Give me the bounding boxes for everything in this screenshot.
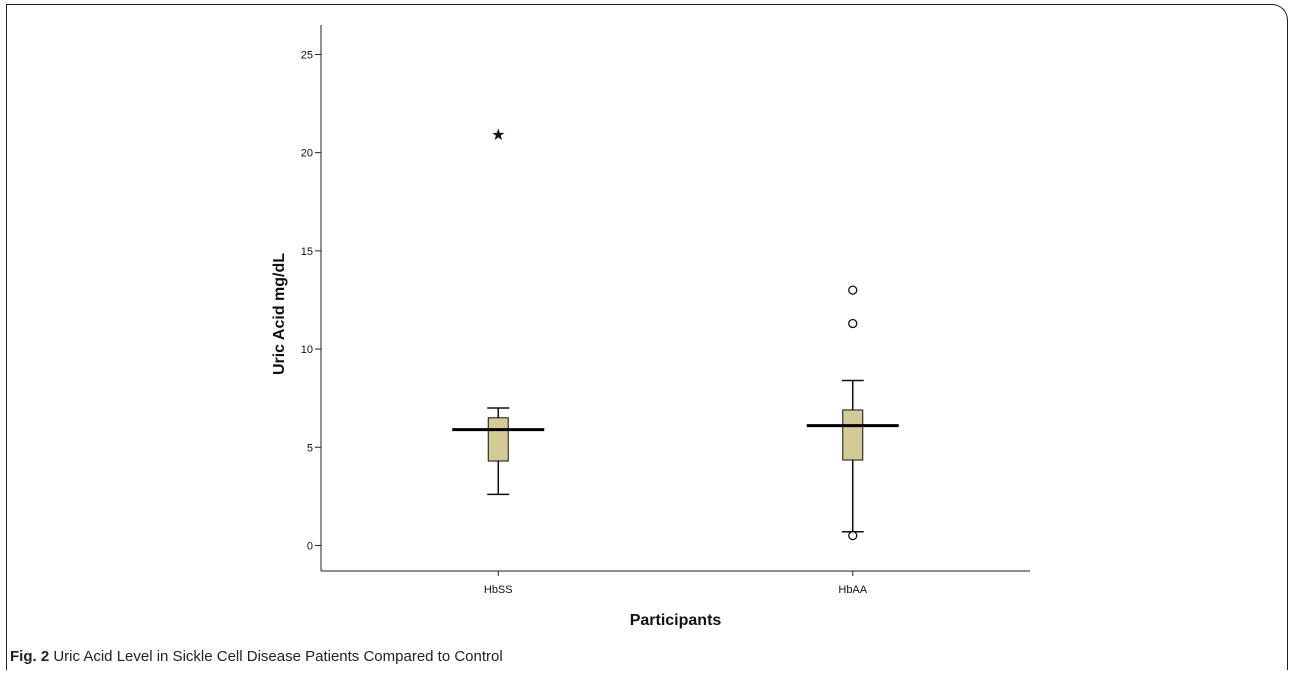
outlier-point bbox=[848, 285, 858, 295]
y-tick-label: 0 bbox=[307, 540, 313, 552]
x-axis-title: Participants bbox=[630, 612, 722, 629]
y-axis-title: Uric Acid mg/dL bbox=[271, 253, 288, 375]
x-tick-label: HbSS bbox=[484, 584, 513, 596]
y-tick-label: 25 bbox=[301, 49, 313, 61]
outlier-point bbox=[848, 318, 858, 329]
caption-text: Uric Acid Level in Sickle Cell Disease P… bbox=[53, 648, 503, 665]
y-tick-label: 5 bbox=[307, 442, 313, 454]
y-tick-label: 10 bbox=[301, 344, 313, 356]
x-tick-label: HbAA bbox=[838, 584, 867, 596]
boxes: ★ bbox=[452, 125, 899, 541]
y-tick-label: 20 bbox=[301, 148, 313, 160]
figure-frame-left bbox=[6, 4, 7, 670]
box-iqr bbox=[842, 409, 864, 461]
box-iqr bbox=[487, 417, 509, 462]
figure-caption: Fig. 2 Uric Acid Level in Sickle Cell Di… bbox=[10, 648, 503, 665]
figure-frame bbox=[6, 4, 1288, 670]
y-tick-label: 15 bbox=[301, 246, 313, 258]
caption-label: Fig. 2 bbox=[10, 648, 50, 665]
axes: 0 5 10 15 20 25 HbSS HbAA bbox=[301, 25, 1030, 596]
outlier-point bbox=[848, 530, 858, 541]
extreme-point: ★ bbox=[491, 125, 505, 144]
